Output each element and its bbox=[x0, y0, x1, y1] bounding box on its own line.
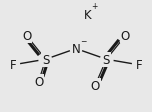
Text: O: O bbox=[34, 75, 43, 88]
Text: O: O bbox=[121, 30, 130, 43]
Text: O: O bbox=[22, 30, 31, 43]
Text: N: N bbox=[72, 43, 80, 56]
Text: K: K bbox=[84, 9, 91, 22]
Text: S: S bbox=[103, 53, 110, 66]
Text: S: S bbox=[42, 53, 49, 66]
Text: F: F bbox=[136, 59, 142, 72]
Text: F: F bbox=[10, 59, 16, 72]
Text: O: O bbox=[90, 79, 100, 92]
Text: −: − bbox=[80, 36, 87, 45]
Text: +: + bbox=[92, 2, 98, 11]
